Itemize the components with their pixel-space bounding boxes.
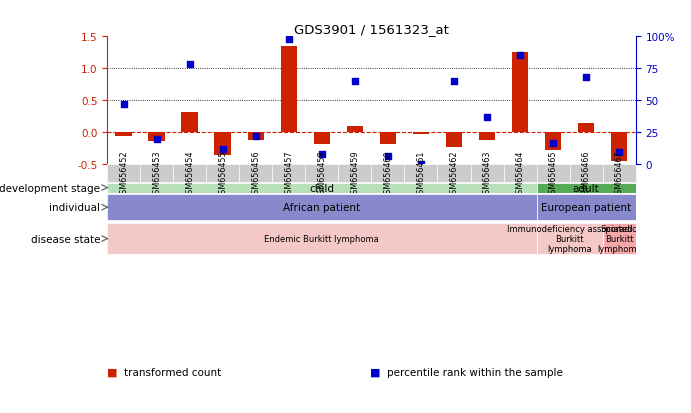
Bar: [471, 165, 504, 183]
Bar: [140, 165, 173, 183]
Bar: [446, 133, 462, 147]
Text: GSM656457: GSM656457: [284, 150, 293, 198]
Text: Immunodeficiency associated
Burkitt
lymphoma: Immunodeficiency associated Burkitt lymp…: [507, 224, 632, 254]
Text: development stage: development stage: [0, 183, 100, 193]
Bar: [182, 113, 198, 133]
Point: [217, 147, 228, 153]
Text: ■: ■: [370, 367, 380, 377]
Bar: [611, 133, 627, 162]
Bar: [578, 123, 594, 133]
Text: GSM656464: GSM656464: [515, 150, 524, 198]
Bar: [173, 165, 206, 183]
Bar: [512, 53, 529, 133]
Title: GDS3901 / 1561323_at: GDS3901 / 1561323_at: [294, 23, 449, 36]
Bar: [479, 133, 495, 141]
Point: [350, 78, 361, 85]
Bar: [149, 133, 165, 141]
Bar: [272, 165, 305, 183]
Point: [118, 102, 129, 108]
Bar: [537, 165, 569, 183]
Bar: [413, 133, 429, 134]
Text: African patient: African patient: [283, 203, 361, 213]
Text: ■: ■: [107, 367, 117, 377]
Text: GSM656455: GSM656455: [218, 150, 227, 198]
Text: GSM656461: GSM656461: [417, 150, 426, 198]
Point: [184, 62, 196, 69]
Text: disease state: disease state: [30, 234, 100, 244]
Bar: [206, 165, 239, 183]
Bar: [107, 183, 537, 194]
Point: [250, 134, 261, 140]
Text: adult: adult: [573, 183, 600, 193]
Bar: [347, 127, 363, 133]
Point: [316, 152, 328, 158]
Point: [415, 162, 426, 169]
Point: [283, 36, 294, 43]
Bar: [545, 133, 561, 151]
Text: GSM656466: GSM656466: [582, 150, 591, 198]
Point: [482, 114, 493, 121]
Text: child: child: [310, 183, 334, 193]
Bar: [537, 224, 603, 254]
Point: [547, 140, 558, 147]
Bar: [537, 183, 636, 194]
Text: GSM656465: GSM656465: [549, 150, 558, 198]
Text: percentile rank within the sample: percentile rank within the sample: [387, 367, 563, 377]
Bar: [314, 133, 330, 145]
Point: [448, 78, 460, 85]
Bar: [305, 165, 339, 183]
Bar: [603, 165, 636, 183]
Text: Endemic Burkitt lymphoma: Endemic Burkitt lymphoma: [265, 235, 379, 244]
Bar: [214, 133, 231, 156]
Text: GSM656458: GSM656458: [317, 150, 326, 198]
Text: GSM656452: GSM656452: [119, 150, 128, 198]
Bar: [107, 195, 537, 221]
Point: [515, 53, 526, 59]
Text: GSM656460: GSM656460: [384, 150, 392, 198]
Bar: [404, 165, 437, 183]
Bar: [115, 133, 132, 136]
Point: [580, 75, 591, 81]
Bar: [603, 224, 636, 254]
Bar: [247, 133, 264, 141]
Text: GSM656463: GSM656463: [482, 150, 491, 198]
Text: GSM656453: GSM656453: [152, 150, 161, 198]
Bar: [569, 165, 603, 183]
Text: GSM656462: GSM656462: [450, 150, 459, 198]
Point: [151, 136, 162, 143]
Bar: [379, 133, 396, 145]
Bar: [537, 195, 636, 221]
Bar: [107, 165, 140, 183]
Text: Sporadic
Burkitt
lymphoma: Sporadic Burkitt lymphoma: [597, 224, 641, 254]
Text: individual: individual: [49, 203, 100, 213]
Text: GSM656454: GSM656454: [185, 150, 194, 198]
Bar: [504, 165, 537, 183]
Bar: [107, 224, 537, 254]
Point: [614, 149, 625, 156]
Text: GSM656456: GSM656456: [252, 150, 261, 198]
Bar: [339, 165, 372, 183]
Text: transformed count: transformed count: [124, 367, 222, 377]
Point: [382, 153, 393, 159]
Bar: [239, 165, 272, 183]
Bar: [437, 165, 471, 183]
Bar: [281, 47, 297, 133]
Text: GSM656467: GSM656467: [615, 150, 624, 198]
Text: European patient: European patient: [541, 203, 631, 213]
Text: GSM656459: GSM656459: [350, 150, 359, 198]
Bar: [372, 165, 404, 183]
